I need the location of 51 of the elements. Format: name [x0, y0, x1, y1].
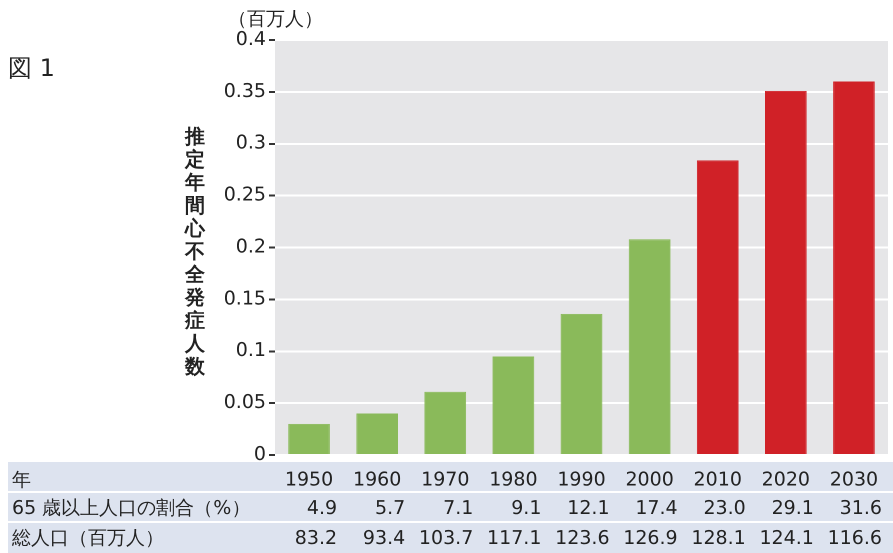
- text: 5.7: [374, 496, 406, 521]
- x-tick-label: 1990: [557, 468, 606, 490]
- bar: [833, 82, 875, 454]
- x-tick-label: 2020: [762, 468, 810, 490]
- text: 12.1: [566, 496, 611, 521]
- bar: [288, 424, 330, 454]
- text: 65 歳以上人口の割合（%）: [12, 496, 252, 521]
- y-tick-label: 0.2: [236, 235, 266, 258]
- x-tick-label: 1970: [421, 468, 470, 490]
- y-tick-label: 0.3: [236, 132, 266, 154]
- x-tick-label: 1960: [352, 468, 402, 490]
- text: 23.0: [702, 496, 747, 521]
- bar: [696, 160, 739, 454]
- x-tick-label: 1950: [284, 468, 334, 490]
- x-tick-label: 1980: [489, 468, 538, 490]
- y-tick-label: 0.1: [236, 339, 266, 362]
- bar: [560, 314, 602, 454]
- text: 7.1: [442, 496, 474, 521]
- bar: [628, 239, 670, 454]
- text: 9.1: [510, 496, 542, 521]
- text: 128.1: [690, 526, 747, 551]
- y-tick-label: 0: [254, 442, 266, 465]
- y-tick-label: 0.05: [224, 391, 266, 414]
- text: 29.1: [770, 496, 815, 521]
- x-tick-label: 2010: [694, 468, 742, 490]
- chart-subtitle: （百万人）: [228, 7, 323, 30]
- y-tick-label: 0.4: [236, 28, 266, 50]
- text: 4.9: [306, 496, 338, 521]
- bar: [424, 392, 466, 454]
- x-tick-label: 2000: [625, 468, 674, 490]
- text: 年: [12, 468, 32, 493]
- text: 124.1: [758, 526, 815, 551]
- text: 103.7: [418, 526, 474, 551]
- text: 123.6: [554, 526, 611, 551]
- bar: [764, 90, 807, 454]
- text: 17.4: [634, 496, 679, 521]
- text: 図 1: [8, 53, 55, 84]
- text: 117.1: [486, 526, 542, 551]
- text: 83.2: [294, 526, 338, 551]
- x-tick-label: 2030: [830, 468, 878, 490]
- y-tick-label: 0.35: [224, 80, 266, 102]
- y-tick-label: 0.15: [224, 287, 266, 310]
- text: 116.6: [826, 526, 883, 551]
- text: 推定年間心不全発症人数: [185, 124, 205, 378]
- text: 31.6: [838, 496, 883, 521]
- text: 93.4: [362, 526, 406, 551]
- text: 126.9: [622, 526, 679, 551]
- bar: [356, 414, 398, 454]
- y-tick-label: 0.25: [224, 184, 266, 206]
- text: 総人口（百万人）: [12, 526, 165, 551]
- bar: [492, 356, 534, 454]
